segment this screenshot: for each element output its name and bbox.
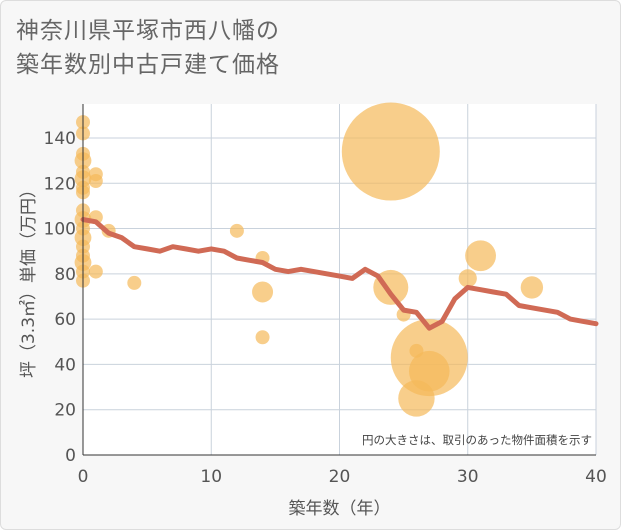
bubble-34 [458, 269, 477, 288]
bubble-35 [465, 240, 496, 272]
x-tick-labels: 0 10 20 30 40 [78, 467, 607, 487]
y-tick-label-4: 80 [54, 265, 76, 285]
bubble-27 [341, 102, 440, 201]
axes [82, 104, 596, 456]
bubble-size-note: 円の大きさは、取引のあった物件面積を示す [362, 433, 592, 447]
y-tick-label-0: 0 [65, 446, 76, 466]
bubble-22 [127, 275, 142, 290]
bubble-18 [88, 173, 103, 188]
x-tick-label-4: 40 [585, 467, 607, 487]
x-tick-label-3: 30 [457, 467, 479, 487]
bubble-25 [252, 281, 274, 303]
bubble-20 [88, 264, 103, 279]
y-tick-labels: 0 20 40 60 80 100 120 140 [44, 129, 76, 466]
x-tick-label-1: 10 [200, 467, 222, 487]
chart-title-line-2: 築年数別中古戸建て価格 [16, 52, 280, 78]
bubble-layer [74, 102, 544, 417]
y-tick-label-2: 40 [54, 355, 76, 375]
bubble-36 [520, 276, 544, 299]
y-tick-label-6: 120 [44, 174, 76, 194]
chart-title-line-1: 神奈川県平塚市西八幡の [16, 18, 280, 44]
x-tick-label-2: 20 [329, 467, 351, 487]
y-tick-label-7: 140 [44, 129, 76, 149]
y-tick-label-1: 20 [54, 401, 76, 421]
chart-title: 神奈川県平塚市西八幡の 築年数別中古戸建て価格 [16, 14, 280, 82]
trend-line [80, 217, 599, 331]
bubble-33 [408, 350, 450, 392]
x-tick-label-0: 0 [78, 467, 89, 487]
y-axis-title: 坪（3.3㎡）単価（万円） [19, 181, 39, 378]
y-tick-label-5: 100 [44, 220, 76, 240]
bubble-26 [255, 330, 270, 345]
y-tick-label-3: 60 [54, 310, 76, 330]
x-axis-title: 築年数（年） [289, 499, 391, 519]
bubble-23 [229, 223, 244, 238]
